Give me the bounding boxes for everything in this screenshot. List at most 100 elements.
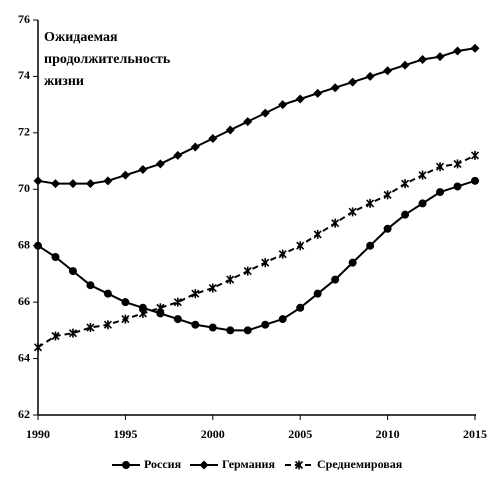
marker	[103, 320, 112, 330]
chart-title: продолжительность	[44, 52, 171, 67]
marker	[331, 218, 340, 228]
marker	[383, 224, 392, 233]
marker	[33, 176, 43, 186]
marker	[51, 253, 60, 261]
marker	[173, 150, 183, 160]
marker	[435, 52, 445, 62]
series-line	[37, 179, 476, 332]
legend-label: Россия	[144, 457, 182, 471]
marker	[243, 117, 253, 127]
legend-marker	[199, 460, 209, 470]
marker	[225, 125, 235, 135]
chart-title: жизни	[44, 74, 84, 89]
marker	[278, 100, 288, 110]
marker	[296, 303, 305, 312]
marker	[418, 170, 427, 180]
legend-marker	[294, 460, 304, 470]
marker	[365, 71, 375, 81]
marker	[190, 142, 200, 152]
y-tick-label: 62	[18, 407, 30, 421]
marker	[313, 289, 322, 298]
marker	[348, 207, 357, 217]
marker	[51, 331, 60, 341]
marker	[453, 46, 463, 56]
marker	[453, 159, 462, 169]
marker	[261, 320, 270, 329]
marker	[173, 315, 182, 324]
marker	[243, 266, 252, 276]
marker	[401, 179, 410, 189]
x-tick-label: 2015	[463, 427, 487, 441]
marker	[68, 267, 77, 276]
marker	[418, 55, 428, 64]
marker	[348, 77, 358, 87]
marker	[471, 176, 479, 185]
marker	[155, 159, 165, 169]
x-tick-label: 1990	[26, 427, 50, 441]
marker	[295, 94, 305, 104]
marker	[191, 289, 200, 299]
marker	[453, 182, 462, 191]
marker	[331, 275, 340, 284]
marker	[313, 88, 323, 98]
marker	[121, 298, 130, 307]
y-tick-label: 72	[18, 125, 30, 139]
x-tick-label: 2005	[288, 427, 312, 441]
marker	[470, 43, 480, 53]
x-tick-label: 2000	[201, 427, 225, 441]
marker	[138, 308, 147, 318]
marker	[436, 188, 445, 197]
marker	[120, 170, 130, 180]
legend-label: Среднемировая	[317, 457, 403, 471]
marker	[208, 323, 217, 332]
marker	[418, 199, 427, 208]
chart-title: Ожидаемая	[44, 30, 118, 45]
marker	[366, 198, 375, 208]
marker	[383, 66, 393, 76]
marker	[86, 281, 95, 290]
marker	[208, 283, 217, 293]
legend-label: Германия	[222, 457, 275, 471]
marker	[296, 241, 305, 251]
marker	[191, 320, 200, 329]
y-tick-label: 64	[18, 350, 30, 364]
marker	[261, 258, 270, 268]
marker	[103, 176, 113, 186]
marker	[156, 303, 165, 313]
marker	[226, 275, 235, 285]
marker	[138, 165, 148, 175]
series-line	[37, 154, 476, 349]
marker	[208, 134, 218, 143]
marker	[85, 179, 95, 189]
marker	[470, 150, 480, 160]
marker	[400, 60, 410, 70]
marker	[156, 309, 165, 318]
marker	[260, 108, 270, 118]
legend-marker	[122, 461, 130, 469]
marker	[278, 315, 287, 324]
marker	[68, 179, 78, 189]
marker	[103, 289, 112, 298]
y-tick-label: 76	[18, 12, 30, 26]
marker	[33, 342, 43, 352]
marker	[435, 162, 445, 172]
marker	[401, 210, 410, 219]
marker	[173, 297, 182, 307]
x-tick-label: 1995	[113, 427, 137, 441]
marker	[278, 249, 287, 259]
y-tick-label: 74	[18, 68, 30, 82]
marker	[330, 83, 340, 93]
marker	[383, 190, 392, 200]
marker	[68, 328, 78, 338]
marker	[226, 326, 235, 335]
marker	[348, 258, 357, 267]
x-tick-label: 2010	[376, 427, 400, 441]
marker	[366, 241, 375, 250]
marker	[121, 314, 130, 324]
marker	[34, 241, 42, 250]
marker	[86, 323, 95, 333]
marker	[243, 326, 252, 335]
marker	[313, 229, 322, 239]
y-tick-label: 66	[18, 294, 30, 308]
